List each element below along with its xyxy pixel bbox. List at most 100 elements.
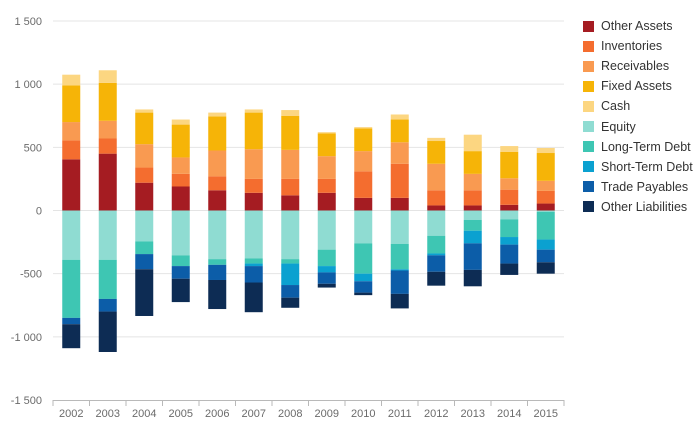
bar-segment	[390, 142, 409, 164]
legend-swatch	[583, 20, 594, 32]
bar-segment	[536, 147, 555, 154]
bar-segment	[62, 317, 81, 325]
x-tick-label: 2004	[132, 408, 156, 420]
bar-segment	[244, 149, 263, 179]
bar-segment	[62, 324, 81, 349]
x-tick-label: 2007	[242, 408, 266, 420]
bar-segment	[281, 110, 300, 116]
bar-segment	[427, 210, 446, 236]
bar-segment	[500, 219, 519, 238]
x-tick-label: 2012	[424, 408, 448, 420]
x-tick-label: 2013	[461, 408, 485, 420]
x-tick-label: 2002	[59, 408, 83, 420]
bar-segment	[500, 210, 519, 220]
bar-segment	[463, 205, 482, 211]
bar-segment	[98, 311, 117, 352]
bars	[62, 70, 555, 352]
legend-item: Short-Term Debt	[583, 157, 693, 177]
bar-segment	[390, 119, 409, 143]
bar-segment	[208, 112, 227, 117]
bar-segment	[500, 151, 519, 179]
bar-segment	[62, 74, 81, 86]
bar-segment	[317, 249, 336, 267]
bar-segment	[317, 210, 336, 250]
bar-segment	[427, 255, 446, 272]
x-axis: 2002 2003 2004 2005 2006 2007 2008 2009 2010 2011…	[52, 400, 565, 420]
y-tick-label: 1 000	[14, 79, 42, 91]
bar-segment	[354, 197, 373, 211]
bar-segment	[135, 241, 154, 255]
bar-segment	[500, 146, 519, 152]
bar-segment	[244, 258, 263, 264]
bar-segment	[62, 140, 81, 160]
bar-segment	[463, 219, 482, 231]
bar-segment	[463, 269, 482, 287]
bar-segment	[62, 122, 81, 141]
bar-segment	[427, 253, 446, 256]
bar-segment	[536, 210, 555, 212]
bar-segment	[500, 263, 519, 275]
bar-segment	[317, 156, 336, 179]
legend-swatch	[583, 161, 594, 173]
bar-segment	[536, 249, 555, 263]
bar-segment	[98, 210, 117, 260]
legend-label: Cash	[601, 99, 631, 114]
bar-segment	[171, 124, 190, 158]
legend-item: Inventories	[583, 36, 693, 56]
bar-segment	[281, 297, 300, 308]
y-tick-label: -500	[20, 269, 42, 281]
legend-swatch	[583, 80, 594, 92]
bar-segment	[62, 85, 81, 123]
legend-item: Receivables	[583, 56, 693, 76]
x-tick-label: 2003	[96, 408, 120, 420]
bar-segment	[135, 269, 154, 316]
bar-segment	[208, 279, 227, 310]
bar-segment	[354, 151, 373, 172]
bar-segment	[317, 132, 336, 134]
bar-segment	[208, 116, 227, 151]
bar-segment	[244, 192, 263, 211]
bar-segment	[135, 210, 154, 242]
legend-swatch	[583, 60, 594, 72]
legend-item: Other Liabilities	[583, 197, 693, 217]
bar-segment	[463, 210, 482, 220]
bar-segment	[135, 144, 154, 168]
bar-segment	[427, 190, 446, 206]
bar-segment	[427, 163, 446, 191]
bar-segment	[244, 178, 263, 193]
bar-segment	[463, 230, 482, 244]
bar-segment	[208, 259, 227, 265]
bar-segment	[354, 273, 373, 282]
bar-segment	[354, 243, 373, 274]
bar-segment	[171, 173, 190, 187]
bar-segment	[98, 298, 117, 312]
legend-swatch	[583, 100, 594, 112]
x-tick-label: 2011	[388, 408, 412, 420]
legend-item: Trade Payables	[583, 177, 693, 197]
x-tick-label: 2010	[351, 408, 375, 420]
bar-segment	[171, 266, 190, 279]
bar-segment	[427, 137, 446, 142]
bar-segment	[281, 195, 300, 211]
bar-segment	[244, 112, 263, 150]
bar-segment	[390, 197, 409, 211]
bar-segment	[317, 283, 336, 288]
bar-segment	[427, 205, 446, 211]
bar-segment	[390, 114, 409, 120]
y-tick-label: 500	[24, 142, 42, 154]
grid-lines	[53, 20, 564, 338]
legend-label: Receivables	[601, 59, 670, 74]
legend-item: Cash	[583, 96, 693, 116]
bar-segment	[536, 262, 555, 274]
bar-segment	[244, 210, 263, 259]
bar-segment	[135, 254, 154, 270]
legend-swatch	[583, 181, 594, 193]
bar-segment	[463, 243, 482, 270]
bar-segment	[281, 259, 300, 264]
bar-segment	[390, 243, 409, 270]
bar-segment	[208, 264, 227, 280]
bar-segment	[500, 237, 519, 245]
bar-segment	[171, 255, 190, 267]
bar-segment	[354, 128, 373, 152]
bar-segment	[135, 109, 154, 113]
